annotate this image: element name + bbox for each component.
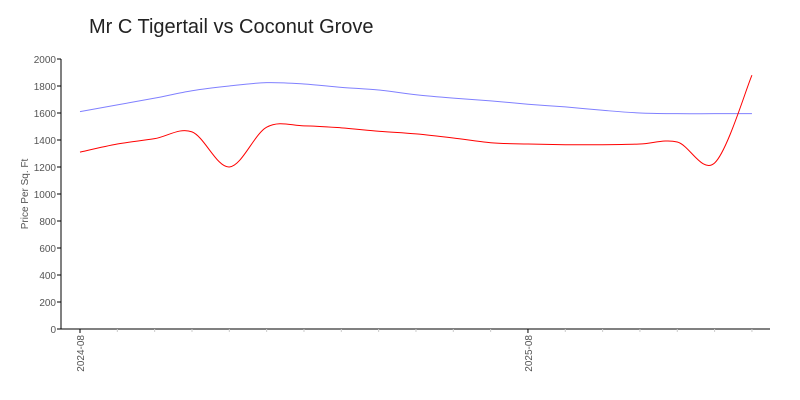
y-tick-label: 1400 [34,136,57,147]
y-tick-label: 2000 [34,55,57,66]
series-line-1 [79,82,752,115]
series-line-2 [79,75,753,168]
chart-title: Mr C Tigertail vs Coconut Grove [89,16,374,38]
x-tick-label: 2024-08 [76,335,87,372]
y-tick-label: 600 [39,244,56,255]
y-tick-label: 1600 [34,109,57,120]
y-tick-label: 0 [50,325,56,336]
y-axis-label: Price Per Sq. Ft [20,158,31,229]
y-tick-label: 1000 [34,190,57,201]
y-tick-label: 1200 [34,163,57,174]
y-tick-label: 1800 [34,82,57,93]
x-tick-label: 2025-08 [524,335,535,372]
y-tick-label: 800 [39,217,56,228]
y-tick-label: 400 [39,271,56,282]
y-tick-label: 200 [39,298,56,309]
